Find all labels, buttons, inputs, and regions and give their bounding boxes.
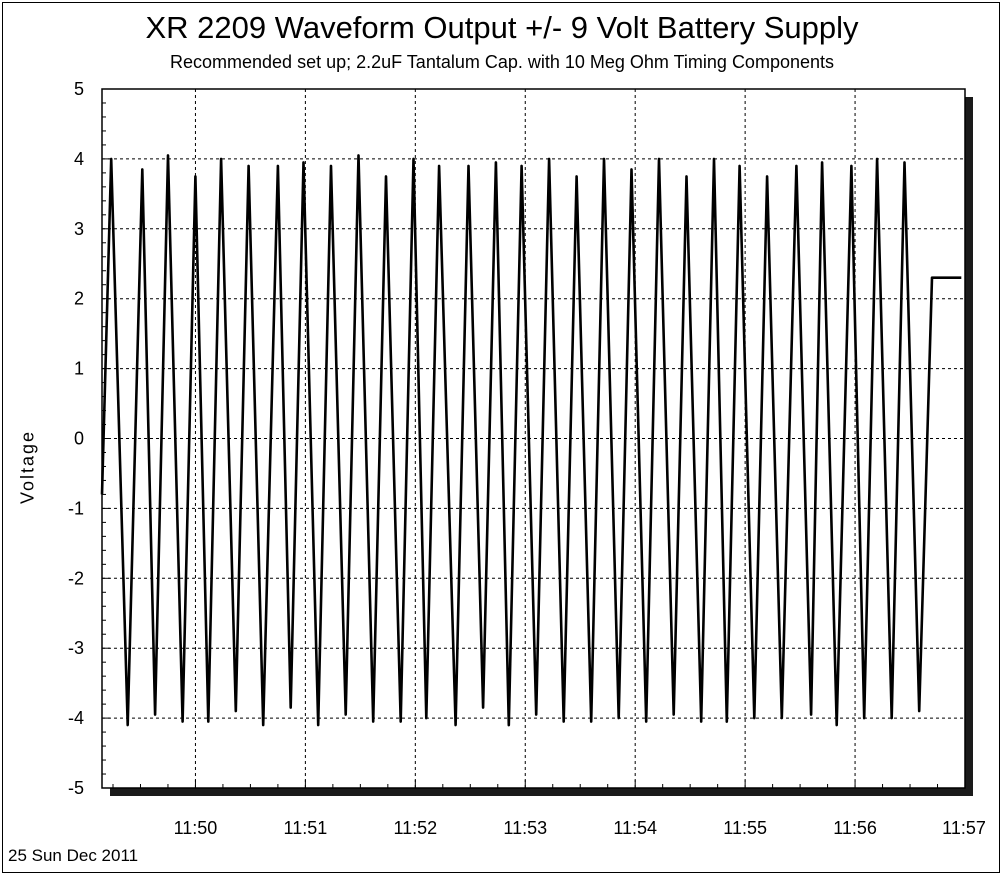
date-footer: 25 Sun Dec 2011 bbox=[8, 846, 139, 865]
x-tick-label: 11:51 bbox=[284, 818, 328, 838]
y-tick-label: 3 bbox=[74, 219, 84, 239]
y-tick-label: 0 bbox=[74, 429, 84, 449]
chart-title: XR 2209 Waveform Output +/- 9 Volt Batte… bbox=[145, 10, 859, 45]
y-tick-label: -5 bbox=[68, 778, 84, 798]
y-tick-label: -1 bbox=[68, 498, 84, 518]
y-tick-label: 4 bbox=[74, 149, 84, 169]
y-tick-label: 1 bbox=[74, 359, 84, 379]
y-tick-label: 5 bbox=[74, 79, 84, 99]
x-tick-label: 11:53 bbox=[503, 818, 547, 838]
x-tick-label: 11:50 bbox=[174, 818, 218, 838]
x-tick-label: 11:55 bbox=[723, 818, 767, 838]
x-tick-label: 11:57 bbox=[942, 818, 986, 838]
chart-subtitle: Recommended set up; 2.2uF Tantalum Cap. … bbox=[170, 52, 834, 72]
y-tick-label: -2 bbox=[68, 568, 84, 588]
x-tick-label: 11:52 bbox=[393, 818, 437, 838]
y-tick-label: 2 bbox=[74, 289, 84, 309]
y-tick-label: -4 bbox=[68, 708, 84, 728]
x-tick-label: 11:54 bbox=[613, 818, 657, 838]
waveform-line bbox=[100, 154, 962, 727]
y-tick-label: -3 bbox=[68, 638, 84, 658]
x-tick-label: 11:56 bbox=[833, 818, 877, 838]
plot-border bbox=[101, 88, 966, 789]
